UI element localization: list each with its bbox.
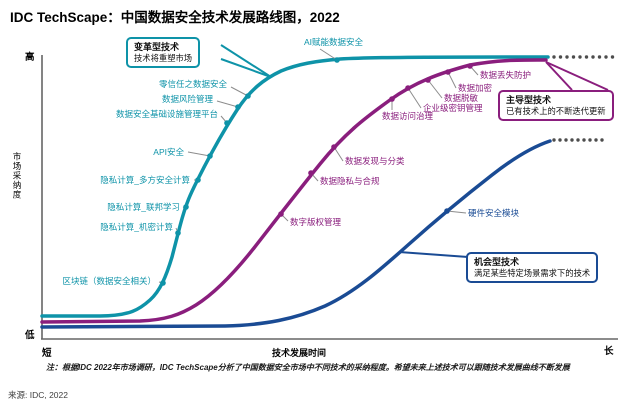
- page-title: IDC TechScape：中国数据安全技术发展路线图，2022: [10, 10, 340, 25]
- tech-label: API安全: [153, 147, 184, 157]
- tech-label: 隐私计算_联邦学习: [107, 202, 180, 212]
- curve-dot: [175, 230, 181, 236]
- curve-dot: [331, 144, 337, 150]
- curve-dot: [183, 204, 189, 210]
- callout-title: 主导型技术: [506, 95, 552, 105]
- callout-subtitle: 已有技术上的不断迭代更新: [506, 105, 606, 116]
- curve-dot: [445, 69, 451, 75]
- future-dotted-marker: [604, 55, 608, 59]
- curve-dot: [389, 96, 395, 102]
- x-axis-short-label: 短: [42, 348, 52, 359]
- callout-pointer-dominant: [545, 61, 573, 91]
- curve-transformational: [40, 55, 550, 318]
- y-axis-high-label: 高: [25, 52, 35, 63]
- tech-label: 硬件安全模块: [468, 208, 520, 218]
- curve-dot: [224, 120, 230, 126]
- future-dotted-marker: [558, 138, 562, 142]
- callout-pointer-transformational: [220, 44, 272, 78]
- curve-dot: [207, 153, 213, 159]
- tech-label: 数据访问治理: [382, 111, 434, 121]
- tech-label: 零信任之数据安全: [158, 79, 227, 89]
- future-dotted-marker: [570, 138, 574, 142]
- future-dotted-marker: [594, 138, 598, 142]
- callout-title: 机会型技术: [474, 257, 520, 267]
- future-dotted-marker: [578, 55, 582, 59]
- label-connector: [319, 48, 338, 61]
- tech-label: 数据发现与分类: [345, 156, 405, 166]
- future-dotted-marker: [600, 138, 604, 142]
- tech-label: 数据加密: [458, 83, 493, 93]
- tech-label: 数据安全基础设施管理平台: [115, 109, 218, 119]
- label-connector: [446, 210, 467, 214]
- label-connector: [230, 86, 249, 97]
- curve-dot: [278, 211, 284, 217]
- tech-label: 区块链（数据安全相关）: [62, 276, 156, 286]
- callout-title: 变革型技术: [134, 42, 180, 52]
- future-dotted-marker: [588, 138, 592, 142]
- future-dotted-marker: [571, 55, 576, 59]
- tech-label: 数据脱敏: [444, 93, 479, 103]
- label-connector: [447, 71, 457, 89]
- label-connector: [407, 87, 422, 109]
- future-dotted-marker: [582, 138, 586, 142]
- curve-dot: [444, 208, 450, 214]
- curve-dot: [405, 85, 411, 91]
- curve-dot: [467, 63, 473, 69]
- tech-label: 数据风险管理: [161, 94, 213, 104]
- footnote: 注：根据IDC 2022年市场调研，IDC TechScape分析了中国数据安全…: [46, 363, 570, 372]
- callout-subtitle: 技术将重塑市场: [134, 52, 193, 63]
- tech-label: 隐私计算_多方安全计算: [100, 175, 190, 185]
- tech-label: AI赋能数据安全: [303, 37, 363, 47]
- label-connector: [427, 79, 443, 99]
- y-axis-title: 市场采纳度: [12, 152, 22, 200]
- tech-label: 数据隐私与合规: [320, 176, 380, 186]
- future-dotted-marker: [597, 55, 602, 59]
- curve-opportunistic: [40, 139, 552, 329]
- curve-dot: [308, 170, 314, 176]
- curve-dot: [160, 280, 166, 286]
- future-dotted-marker: [552, 55, 556, 59]
- future-dotted-marker: [565, 55, 569, 59]
- future-dotted-marker: [564, 138, 568, 142]
- future-dotted-marker: [584, 55, 589, 59]
- tech-label: 隐私计算_机密计算: [100, 222, 173, 232]
- callout-transformational-tech: 变革型技术 技术将重塑市场: [126, 37, 201, 68]
- tech-label: 数字版权管理: [290, 217, 342, 227]
- callout-subtitle: 满足某些特定场景需求下的技术: [474, 267, 591, 278]
- future-dotted-marker: [558, 55, 563, 59]
- callout-pointer-dominant: [545, 61, 609, 91]
- curve-dot: [245, 93, 251, 99]
- future-dotted-marker: [591, 55, 595, 59]
- future-dotted-marker: [576, 138, 580, 142]
- tech-label: 数据丢失防护: [480, 70, 532, 80]
- y-axis-low-label: 低: [25, 330, 35, 341]
- callout-pointer-opportunistic: [398, 251, 469, 258]
- curve-dot: [195, 177, 201, 183]
- curve-dot: [334, 57, 340, 63]
- curve-dot: [235, 104, 241, 110]
- label-connector: [216, 100, 239, 108]
- x-axis-long-label: 长: [604, 346, 614, 357]
- label-connector: [187, 151, 211, 157]
- callout-pointer-transformational: [220, 58, 272, 78]
- x-axis-title: 技术发展时间: [272, 348, 327, 358]
- future-dotted-marker: [552, 138, 556, 142]
- source-credit: 来源: IDC, 2022: [8, 390, 68, 400]
- future-dotted-marker: [610, 55, 615, 59]
- callout-dominant-tech: 主导型技术 已有技术上的不断迭代更新: [498, 90, 614, 121]
- callout-opportunistic-tech: 机会型技术 满足某些特定场景需求下的技术: [466, 252, 599, 283]
- tech-label: 企业级密钥管理: [423, 103, 483, 113]
- curve-dot: [425, 77, 431, 83]
